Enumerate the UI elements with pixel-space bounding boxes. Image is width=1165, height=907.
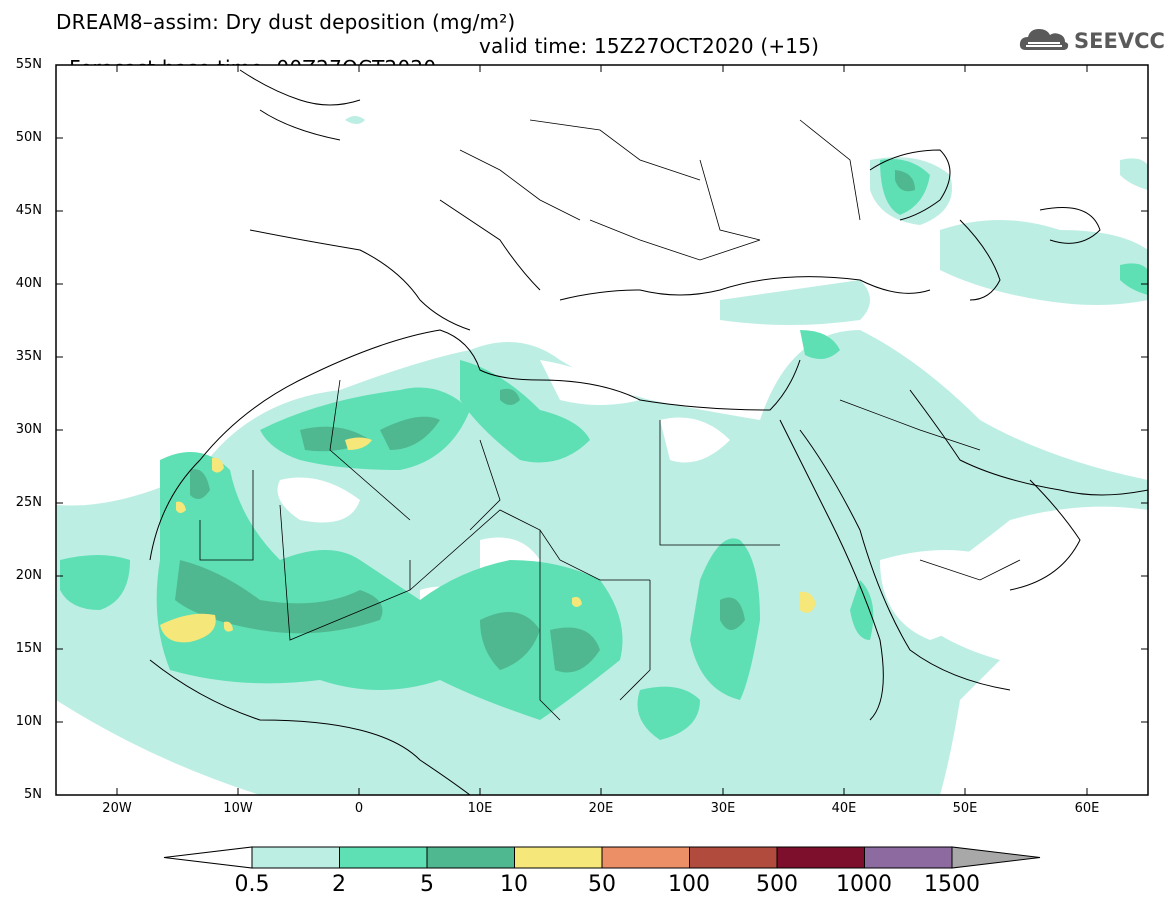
colorbar-label-1500: 1500 xyxy=(924,872,980,897)
colorbar-label-50: 50 xyxy=(588,872,616,897)
lon-label-30e: 30E xyxy=(710,801,736,816)
colorbar-label-0.5: 0.5 xyxy=(234,872,270,897)
cloud-logo-icon xyxy=(1019,29,1069,50)
lat-label-55n: 55N xyxy=(15,57,42,72)
colorbar-label-500: 500 xyxy=(756,872,798,897)
colorbar-segment-50 xyxy=(601,846,690,869)
colorbar-segment-500 xyxy=(776,846,865,869)
seevccc-logo: SEEVCCC xyxy=(1018,24,1165,58)
map-title: DREAM8–assim: Dry dust deposition (mg/m²… xyxy=(56,10,516,34)
deposition-field xyxy=(56,69,1148,795)
lon-label-10w: 10W xyxy=(223,801,253,816)
lon-label-40e: 40E xyxy=(831,801,857,816)
lat-label-15n: 15N xyxy=(15,641,42,656)
country-borders xyxy=(199,119,1021,721)
valid-time-label: valid time: 15Z27OCT2020 (+15) xyxy=(479,34,820,58)
lat-label-40n: 40N xyxy=(15,276,42,291)
lat-label-50n: 50N xyxy=(15,130,42,145)
level-10-50-areas xyxy=(160,437,816,643)
colorbar-segment-2 xyxy=(339,846,428,869)
colorbar-segment-5 xyxy=(426,846,515,869)
colorbar-label-1000: 1000 xyxy=(836,872,892,897)
lon-label-0: 0 xyxy=(354,801,364,816)
colorbar-high-extension xyxy=(951,846,1041,869)
colorbar-label-100: 100 xyxy=(668,872,710,897)
colorbar-segment-10 xyxy=(514,846,603,869)
axis-ticks xyxy=(56,65,1148,795)
colorbar-segment-100 xyxy=(689,846,778,869)
lat-label-10n: 10N xyxy=(15,714,42,729)
level-5-10-areas xyxy=(175,170,915,673)
colorbar-label-2: 2 xyxy=(332,872,346,897)
lon-label-50e: 50E xyxy=(952,801,978,816)
lat-label-35n: 35N xyxy=(15,349,42,364)
colorbar-label-10: 10 xyxy=(500,872,528,897)
logo-text: SEEVCCC xyxy=(1074,29,1165,53)
lat-label-45n: 45N xyxy=(15,203,42,218)
lat-label-5n: 5N xyxy=(24,787,42,802)
colorbar xyxy=(163,846,1041,869)
colorbar-segment-1000 xyxy=(864,846,953,869)
colorbar-segment-0.5 xyxy=(251,846,340,869)
coastlines xyxy=(149,69,1148,795)
lon-label-20e: 20E xyxy=(588,801,614,816)
colorbar-label-5: 5 xyxy=(420,872,434,897)
lat-label-20n: 20N xyxy=(15,568,42,583)
lon-label-60e: 60E xyxy=(1074,801,1100,816)
lat-label-30n: 30N xyxy=(15,422,42,437)
lon-label-20w: 20W xyxy=(102,801,132,816)
colorbar-low-extension xyxy=(163,846,253,869)
lon-label-10e: 10E xyxy=(467,801,493,816)
lat-label-25n: 25N xyxy=(15,495,42,510)
